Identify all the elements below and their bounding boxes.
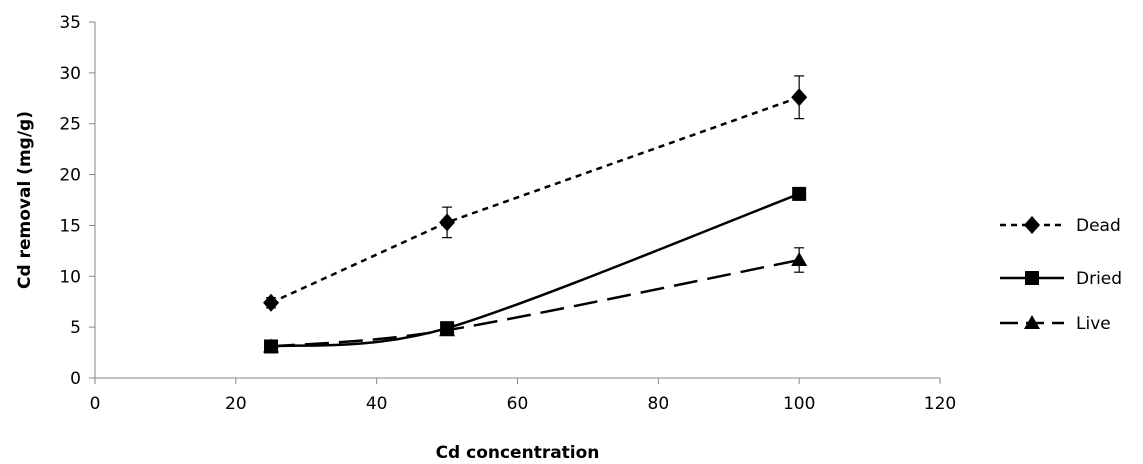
series-dried [264, 186, 807, 354]
x-tick-label: 20 [225, 394, 247, 414]
x-tick-label: 60 [507, 394, 529, 414]
y-tick-label: 25 [59, 115, 81, 135]
y-tick-label: 20 [59, 166, 81, 186]
legend-item-live: Live [1000, 314, 1111, 334]
legend-item-dried: Dried [1000, 269, 1122, 289]
x-tick-label: 100 [783, 394, 815, 414]
y-tick-label: 35 [59, 13, 81, 33]
data-point-square [264, 339, 279, 354]
x-tick-label: 0 [90, 394, 101, 414]
series-line [270, 96, 800, 304]
y-tick-label: 15 [59, 216, 81, 236]
y-tick-label: 30 [59, 64, 81, 84]
chart-series [263, 75, 808, 354]
legend-marker-square [1025, 271, 1039, 285]
legend-label: Dead [1076, 216, 1121, 236]
y-axis-title: Cd removal (mg/g) [15, 111, 35, 289]
y-tick-label: 10 [59, 267, 81, 287]
y-tick-label: 5 [70, 318, 81, 338]
series-line [270, 192, 800, 348]
data-point-square [792, 186, 807, 201]
x-tick-label: 80 [648, 394, 670, 414]
legend-label: Live [1076, 314, 1111, 334]
x-tick-label: 40 [366, 394, 388, 414]
data-point-diamond [791, 88, 808, 107]
data-point-triangle [791, 252, 808, 267]
series-dead [263, 75, 808, 312]
y-tick-label: 0 [70, 369, 81, 389]
legend-label: Dried [1076, 269, 1122, 289]
series-live [263, 247, 808, 353]
chart-axes: 0 5 10 15 20 25 30 35 0 20 40 60 80 100 120 [59, 13, 956, 414]
data-point-diamond [439, 213, 456, 232]
data-point-diamond [263, 293, 280, 312]
data-point-square [440, 321, 455, 336]
x-tick-label: 120 [924, 394, 956, 414]
series-line [270, 258, 800, 348]
legend-marker-diamond [1024, 216, 1040, 234]
legend-marker-triangle [1024, 315, 1040, 329]
x-axis-title: Cd concentration [436, 443, 600, 463]
chart-legend: Dead Dried Live [1000, 216, 1122, 334]
legend-item-dead: Dead [1000, 216, 1121, 236]
